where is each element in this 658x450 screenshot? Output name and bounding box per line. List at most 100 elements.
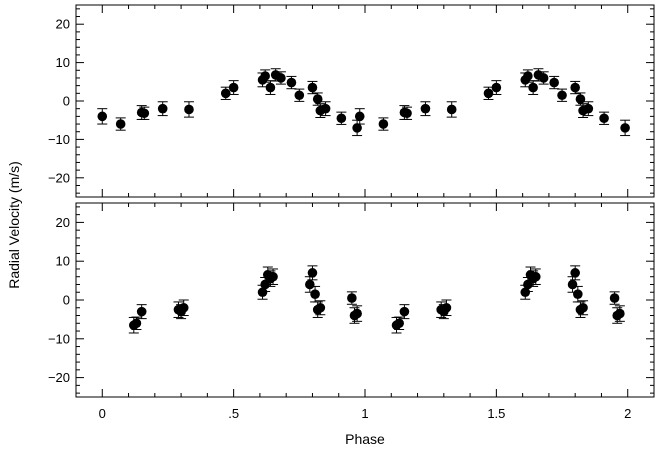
top-data-point	[599, 111, 610, 125]
marker	[620, 123, 630, 133]
marker	[320, 103, 331, 114]
bottom-data-point	[346, 291, 357, 305]
top-data-point	[97, 108, 108, 125]
top-plot-frame	[75, 4, 655, 198]
marker	[378, 119, 389, 129]
bottom-y-tick-label: 20	[56, 215, 70, 230]
marker	[307, 82, 318, 93]
marker	[523, 71, 533, 81]
bottom-plot-frame	[75, 202, 655, 398]
top-data-point	[139, 106, 150, 120]
marker	[528, 82, 538, 93]
marker	[549, 77, 559, 88]
marker	[260, 71, 270, 81]
top-data-point	[275, 71, 286, 85]
top-data-point	[402, 106, 413, 120]
marker	[97, 111, 108, 122]
top-y-tick-label: 20	[56, 17, 70, 32]
marker	[354, 111, 365, 122]
marker	[557, 90, 567, 101]
top-y-tick-label: −10	[48, 132, 70, 147]
marker	[394, 318, 404, 329]
marker	[491, 82, 502, 93]
top-data-point	[286, 75, 297, 90]
marker	[615, 308, 625, 319]
bottom-panel: −20 −10 0 10 20 0 .5 1 1.5 2	[48, 202, 655, 421]
top-data-point	[183, 101, 194, 118]
marker	[352, 123, 362, 133]
top-data-point	[157, 101, 168, 117]
top-data-point	[228, 80, 239, 95]
top-y-tick-label: 0	[63, 94, 70, 109]
top-panel: −20 −10 0 10 20	[48, 4, 655, 198]
bottom-data-point	[352, 305, 363, 322]
marker	[228, 82, 239, 93]
top-data-point	[320, 101, 331, 117]
top-data-point	[265, 80, 276, 95]
bottom-y-tick-label: 10	[56, 254, 70, 269]
marker	[307, 268, 318, 278]
marker	[184, 104, 194, 115]
marker	[139, 108, 150, 119]
bottom-data-point	[178, 299, 189, 317]
bottom-data-point	[578, 300, 589, 316]
top-data-point	[620, 119, 631, 137]
bottom-data-point	[394, 316, 405, 330]
top-data-point	[294, 88, 305, 102]
top-data-point	[557, 88, 568, 102]
marker	[315, 302, 326, 313]
bottom-y-tick-label: −20	[48, 370, 70, 385]
marker	[268, 271, 278, 282]
marker	[115, 119, 126, 129]
bottom-data-point	[399, 304, 410, 320]
marker	[178, 302, 189, 313]
top-y-tick-label: 10	[56, 55, 70, 70]
bottom-data-point	[307, 265, 318, 281]
marker	[583, 103, 594, 114]
top-data-point	[575, 92, 586, 106]
top-data-point	[420, 101, 431, 117]
top-data-point	[522, 69, 533, 83]
y-axis-title: Radial Velocity (m/s)	[6, 161, 22, 289]
top-data-point	[583, 101, 594, 117]
top-data-point	[538, 71, 549, 85]
bottom-data-point	[131, 316, 142, 330]
top-data-point	[446, 101, 457, 118]
marker	[276, 73, 286, 83]
top-data-point	[312, 92, 323, 106]
marker	[570, 82, 580, 93]
top-data-point	[260, 69, 271, 83]
marker	[573, 289, 583, 299]
top-data-point	[528, 80, 539, 95]
top-data-point	[491, 80, 502, 95]
marker	[609, 293, 620, 303]
marker	[136, 306, 147, 317]
marker	[575, 94, 586, 104]
marker	[420, 103, 431, 114]
marker	[483, 88, 494, 99]
marker	[402, 108, 412, 119]
bottom-y-tick-label: −10	[48, 331, 70, 346]
top-data-point	[115, 117, 126, 131]
x-tick-label: 1.5	[487, 406, 505, 421]
marker	[446, 104, 457, 115]
top-data-point	[307, 80, 318, 95]
x-tick-label: 0	[99, 406, 106, 421]
marker	[538, 73, 549, 83]
marker	[352, 308, 362, 319]
top-data-point	[354, 108, 365, 125]
top-data-point	[336, 111, 347, 125]
marker	[310, 289, 320, 299]
marker	[567, 279, 578, 290]
x-tick-label: .5	[228, 406, 239, 421]
marker	[599, 113, 609, 124]
marker	[336, 113, 347, 124]
marker	[131, 318, 142, 329]
bottom-y-tick-label: 0	[63, 293, 70, 308]
bottom-data-point	[268, 268, 279, 285]
marker	[305, 279, 315, 290]
x-axis-title: Phase	[345, 431, 385, 447]
bottom-data-point	[609, 291, 620, 305]
top-data-point	[570, 80, 581, 95]
